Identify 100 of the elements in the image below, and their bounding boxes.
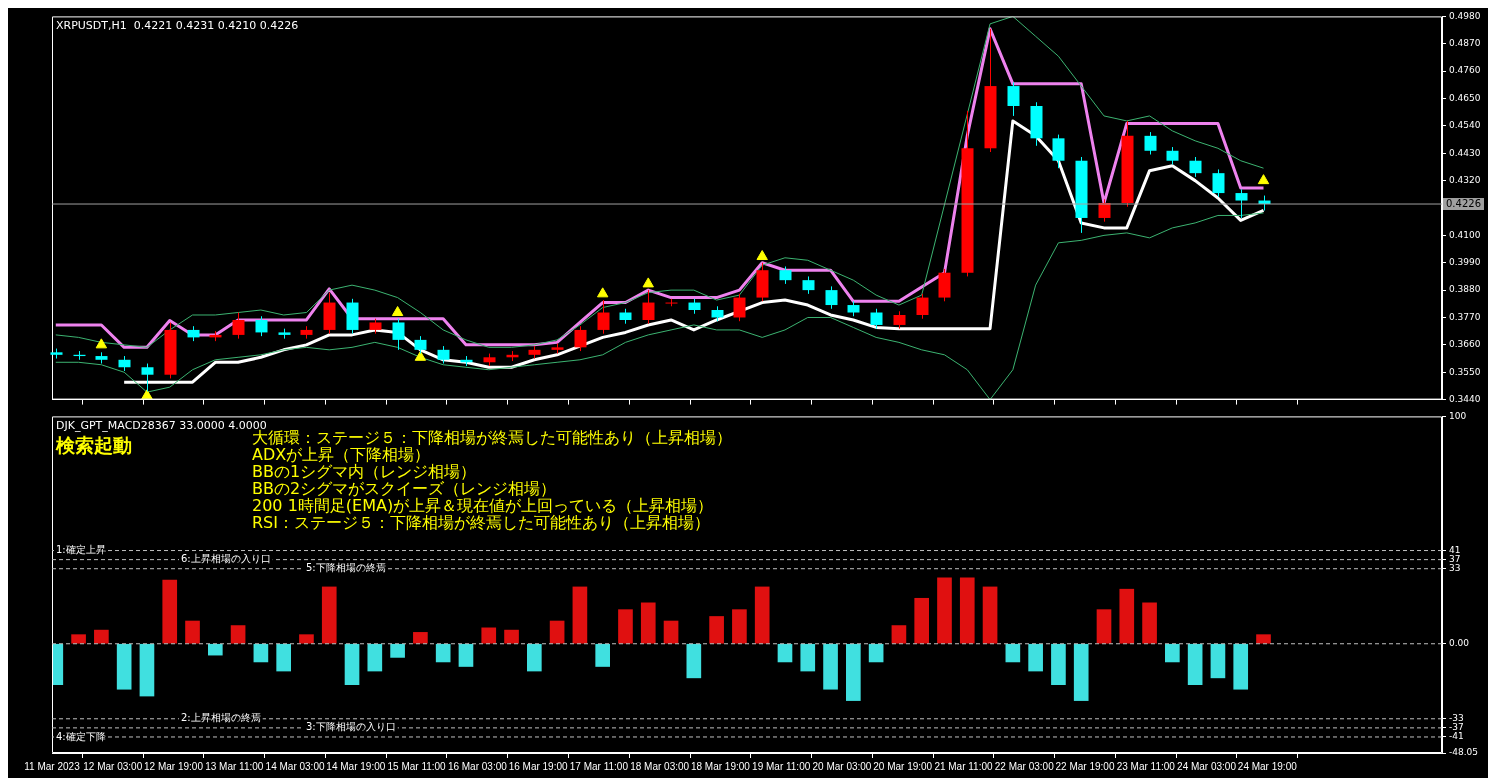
bar	[1233, 643, 1249, 690]
candlestick	[1212, 168, 1225, 198]
bar	[116, 643, 132, 690]
y-tick-label: -41	[1449, 731, 1464, 742]
bar	[754, 586, 770, 644]
y-tick-label: -48.05	[1449, 747, 1479, 758]
annotation: BBの1シグマ内（レンジ相場）	[252, 462, 477, 482]
y-tick-label: 0.4980	[1449, 10, 1481, 21]
bar	[458, 643, 474, 667]
x-tick-label: 24 Mar 19:00	[1237, 760, 1298, 772]
bar	[823, 643, 838, 690]
bar	[139, 643, 155, 697]
bar	[321, 586, 337, 644]
bar	[982, 586, 998, 644]
x-tick-label: 22 Mar 19:00	[1055, 760, 1115, 772]
y-tick-label: 100	[1449, 410, 1467, 421]
y-tick-label: -37	[1449, 722, 1464, 733]
y-tick-label: 0.4760	[1449, 65, 1481, 76]
y-tick-label: -33	[1449, 713, 1464, 724]
y-tick-label: 0.3990	[1449, 257, 1481, 268]
y-tick-label: 0.4650	[1449, 92, 1481, 103]
bar	[1051, 643, 1066, 686]
candlestick	[1052, 134, 1065, 169]
ref-line-label: 3:下降相場の入り口	[306, 721, 396, 733]
bar	[777, 643, 793, 663]
bar	[549, 620, 565, 644]
bar	[299, 634, 314, 644]
bar	[1187, 643, 1203, 686]
x-tick-label: 14 Mar 19:00	[326, 760, 386, 772]
y-tick-label: 0.3440	[1449, 393, 1481, 404]
annotation: 検索起動	[55, 434, 132, 457]
bar	[162, 579, 178, 644]
bar	[1142, 602, 1157, 644]
bar	[435, 643, 451, 663]
y-tick-label: 0.3550	[1449, 366, 1481, 377]
bar	[1073, 643, 1089, 701]
x-tick-label: 11 Mar 2023	[24, 760, 81, 772]
bar	[276, 643, 291, 672]
bar	[481, 627, 497, 644]
candlestick	[1189, 156, 1202, 178]
bar	[207, 643, 223, 656]
bar	[1119, 588, 1135, 644]
bar	[1256, 634, 1271, 644]
bar	[663, 620, 679, 644]
bar	[71, 634, 86, 644]
point	[642, 277, 654, 288]
bar	[937, 577, 952, 644]
candlestick	[870, 308, 883, 330]
bar	[367, 643, 383, 672]
bar	[1028, 643, 1043, 672]
bar	[868, 643, 884, 663]
y-tick-label: 41	[1449, 544, 1461, 555]
ref-line-label: 5:下降相場の終焉	[306, 562, 386, 574]
x-tick-label: 18 Mar 19:00	[690, 760, 751, 772]
point	[95, 338, 108, 349]
candlestick	[825, 285, 838, 310]
candlestick	[1235, 188, 1248, 219]
bar	[640, 602, 656, 644]
x-tick-label: 15 Mar 11:00	[387, 760, 447, 772]
bar	[526, 643, 542, 672]
bar	[595, 643, 611, 667]
bar	[1210, 643, 1226, 679]
y-tick-label: 0.4870	[1449, 38, 1481, 49]
candlestick	[574, 325, 587, 352]
bar	[253, 643, 269, 663]
y-tick-label: 0.3880	[1449, 284, 1481, 295]
bar	[618, 609, 633, 644]
x-tick-label: 16 Mar 03:00	[447, 760, 508, 772]
y-tick-label: 0.4430	[1449, 147, 1481, 158]
ref-line-label: 6:上昇相場の入り口	[181, 553, 271, 565]
bar	[914, 597, 930, 644]
candlestick	[916, 293, 929, 320]
point	[596, 287, 609, 298]
candlestick	[392, 318, 405, 351]
candlestick	[642, 289, 655, 325]
x-tick-label: 13 Mar 11:00	[205, 760, 264, 772]
bar	[800, 643, 816, 672]
ref-line-label: 0.4226	[1446, 197, 1481, 209]
candlestick	[1144, 131, 1157, 155]
y-tick-label: 33	[1449, 563, 1461, 574]
x-tick-label: 12 Mar 19:00	[144, 760, 204, 772]
chart-title: XRPUSDT,H1 0.4221 0.4231 0.4210 0.4226	[56, 19, 299, 33]
x-tick-label: 21 Mar 11:00	[934, 760, 993, 772]
bar	[732, 609, 747, 644]
x-tick-label: 12 Mar 03:00	[83, 760, 143, 772]
x-tick-label: 17 Mar 11:00	[569, 760, 629, 772]
point	[391, 306, 404, 317]
bar	[1165, 643, 1180, 663]
candlestick	[597, 299, 610, 335]
y-tick-label: 0.4320	[1449, 174, 1481, 185]
x-tick-label: 18 Mar 03:00	[630, 760, 690, 772]
y-tick-label: 0.3660	[1449, 339, 1481, 350]
x-tick-label: 20 Mar 19:00	[873, 760, 933, 772]
bar	[504, 629, 519, 644]
bar	[572, 586, 588, 644]
bar	[686, 643, 702, 679]
bar	[344, 643, 360, 686]
annotation: RSI：ステージ５：下降相場が終焉した可能性あり（上昇相場）	[252, 513, 710, 533]
x-tick-label: 22 Mar 03:00	[994, 760, 1055, 772]
bar	[1005, 643, 1021, 663]
